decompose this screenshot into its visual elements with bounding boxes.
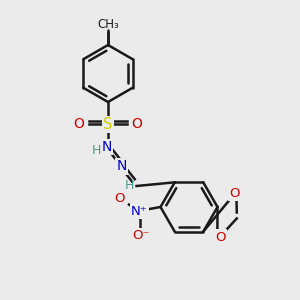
Text: O: O [74,118,84,131]
Text: CH₃: CH₃ [97,18,119,32]
Text: O: O [230,187,240,200]
Text: H: H [92,144,101,157]
Text: S: S [103,117,113,132]
Text: N⁺: N⁺ [131,205,148,218]
Text: H: H [125,179,135,192]
Text: O: O [132,118,142,131]
Text: N: N [101,140,112,154]
Text: N: N [116,160,127,173]
Text: O⁻: O⁻ [132,229,150,242]
Text: O: O [215,231,226,244]
Text: O: O [114,192,125,205]
